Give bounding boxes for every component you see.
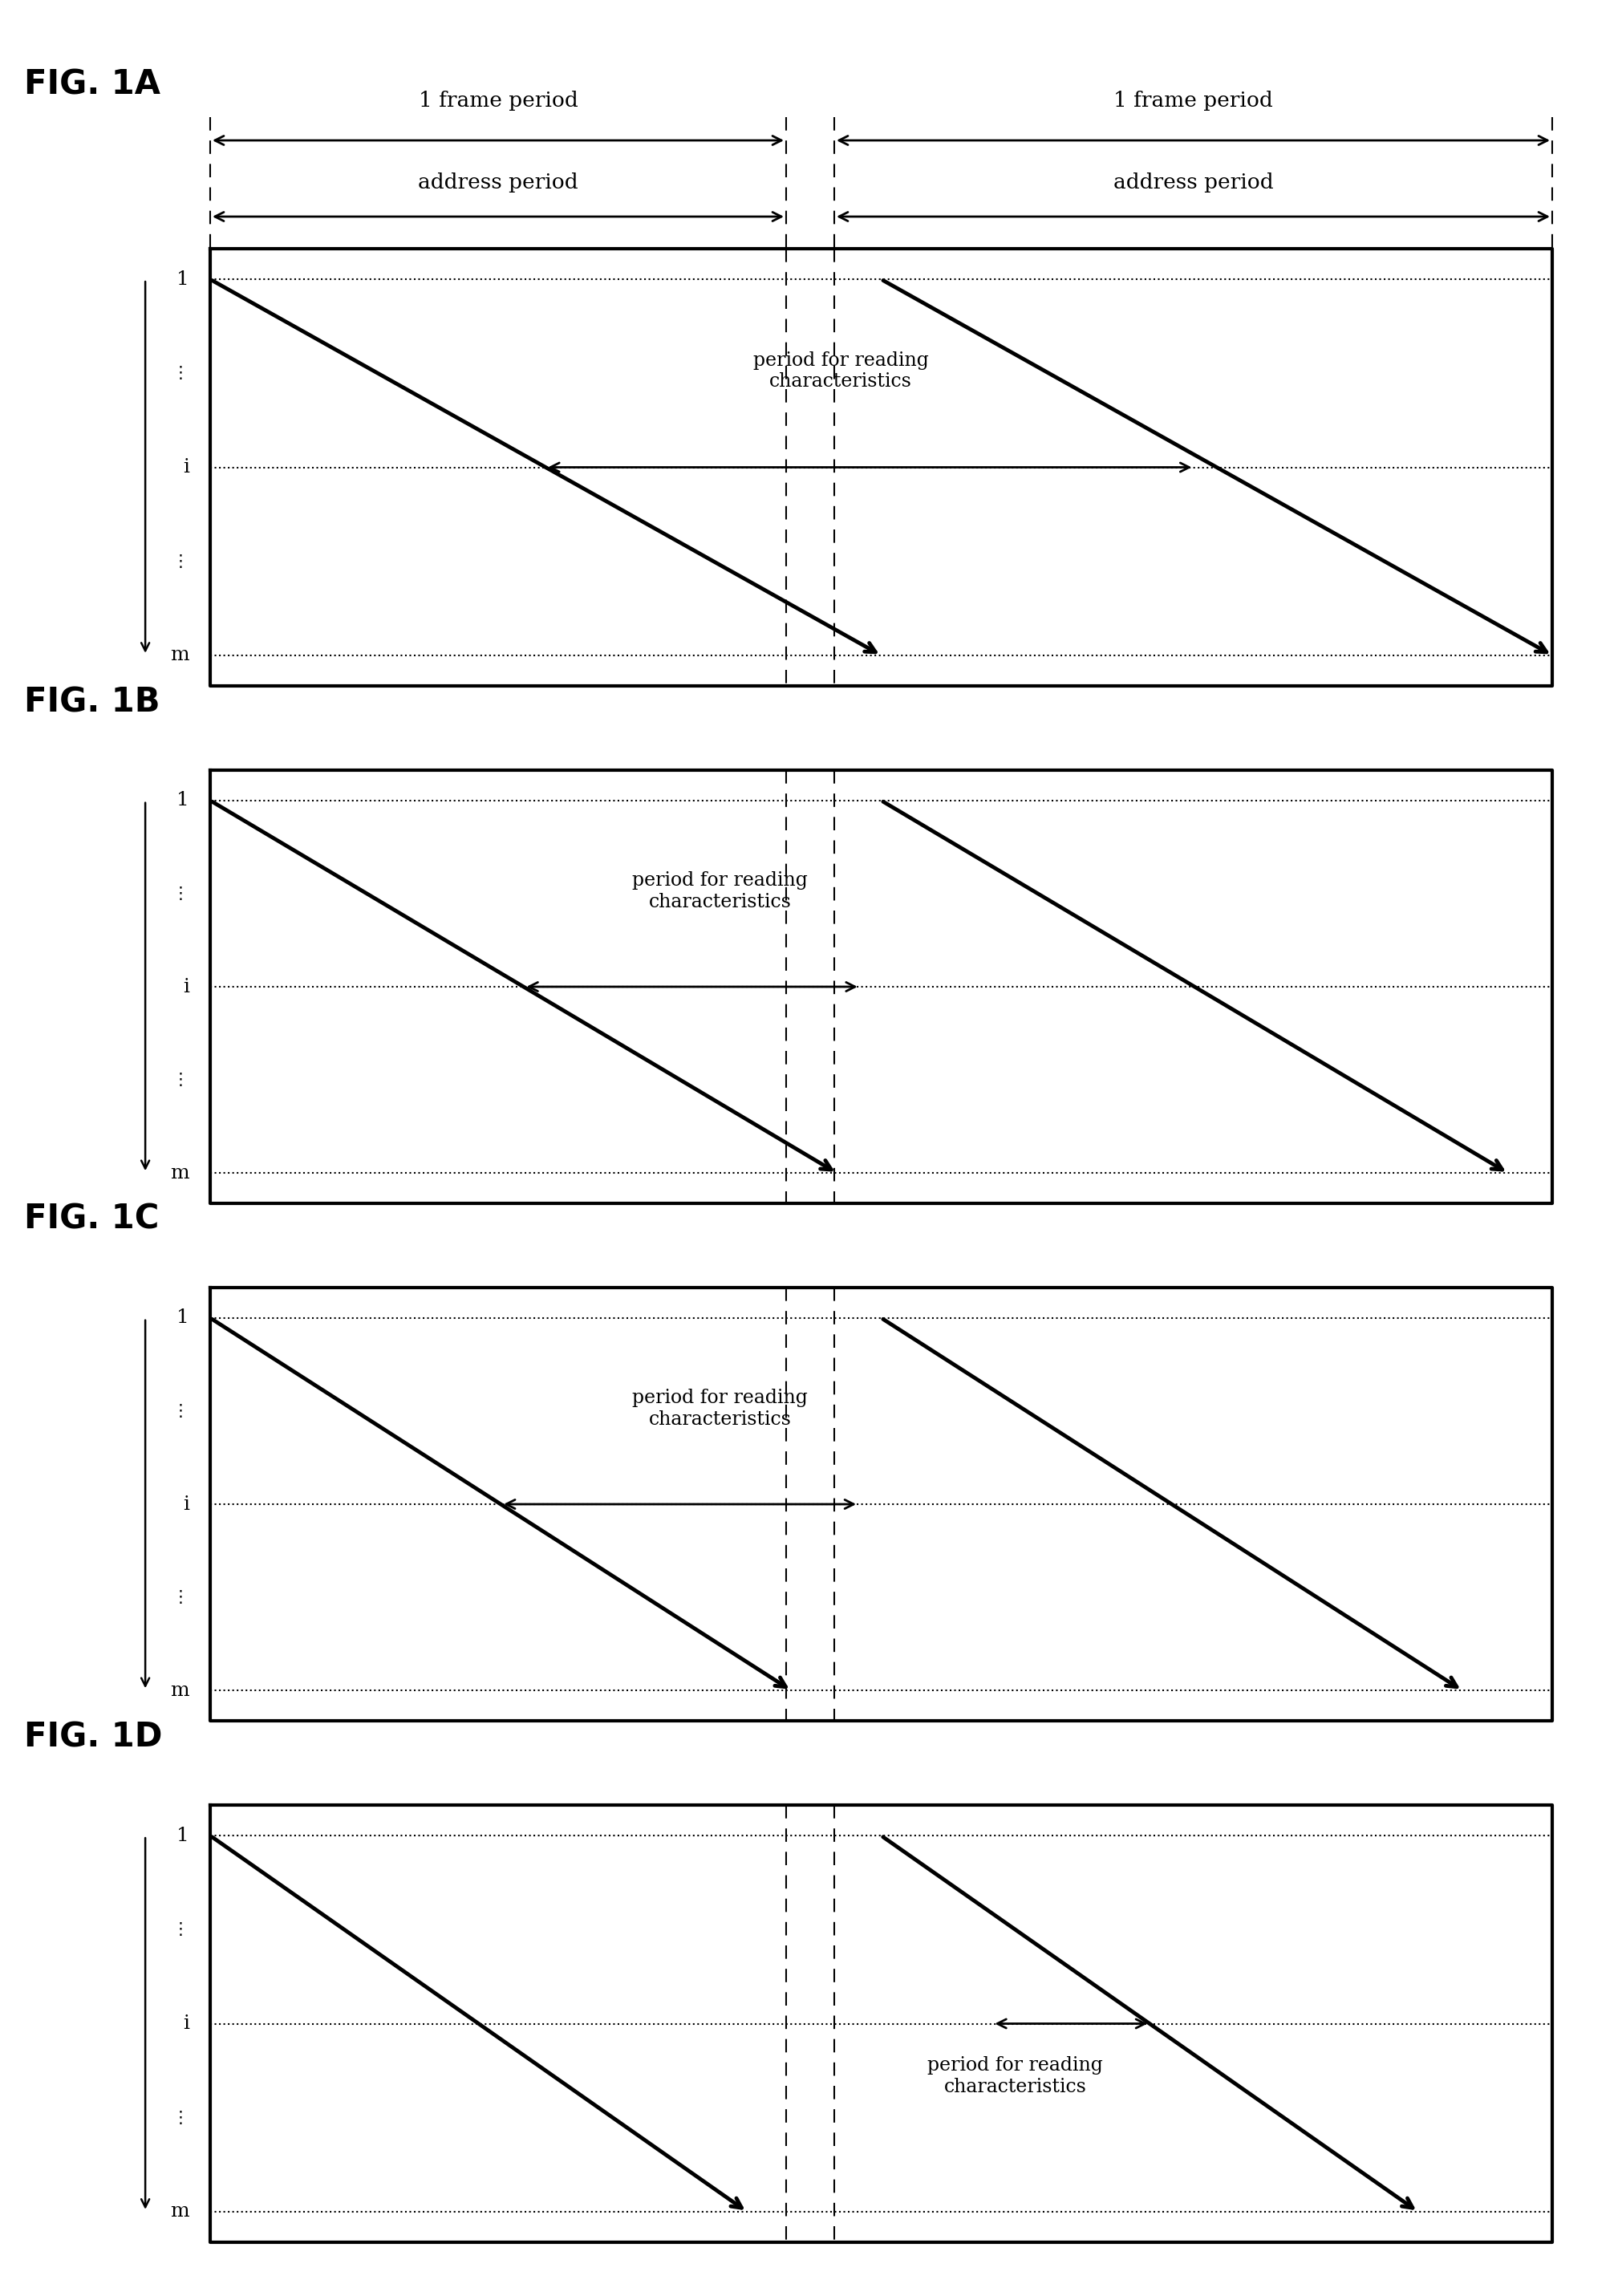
Text: 1: 1 [177, 271, 190, 289]
Text: m: m [170, 1164, 190, 1182]
Text: i: i [183, 1495, 190, 1513]
Text: 1 frame period: 1 frame period [418, 90, 577, 110]
Text: address period: address period [418, 172, 577, 193]
Text: period for reading
characteristics: period for reading characteristics [633, 872, 808, 912]
Text: period for reading
characteristics: period for reading characteristics [928, 2057, 1103, 2096]
Text: ⋮: ⋮ [172, 553, 190, 569]
Text: ⋮: ⋮ [172, 1922, 190, 1938]
Text: 1 frame period: 1 frame period [1114, 90, 1273, 110]
Text: ⋮: ⋮ [172, 2110, 190, 2126]
Text: FIG. 1D: FIG. 1D [24, 1720, 162, 1754]
Text: ⋮: ⋮ [172, 1403, 190, 1419]
Text: ⋮: ⋮ [172, 886, 190, 902]
Text: FIG. 1C: FIG. 1C [24, 1203, 159, 1235]
Text: FIG. 1A: FIG. 1A [24, 67, 161, 101]
Text: i: i [183, 978, 190, 996]
Text: ⋮: ⋮ [172, 1072, 190, 1088]
Text: 1: 1 [177, 792, 190, 810]
Text: period for reading
characteristics: period for reading characteristics [633, 1389, 808, 1428]
Text: m: m [170, 2202, 190, 2220]
Text: ⋮: ⋮ [172, 365, 190, 381]
Text: m: m [170, 1681, 190, 1699]
Text: 1: 1 [177, 1825, 190, 1846]
Text: ⋮: ⋮ [172, 1589, 190, 1605]
Text: address period: address period [1113, 172, 1273, 193]
Text: i: i [183, 459, 190, 478]
Text: m: m [170, 645, 190, 664]
Text: FIG. 1B: FIG. 1B [24, 684, 161, 719]
Text: 1: 1 [177, 1309, 190, 1327]
Text: period for reading
characteristics: period for reading characteristics [753, 351, 929, 390]
Text: i: i [183, 2014, 190, 2032]
